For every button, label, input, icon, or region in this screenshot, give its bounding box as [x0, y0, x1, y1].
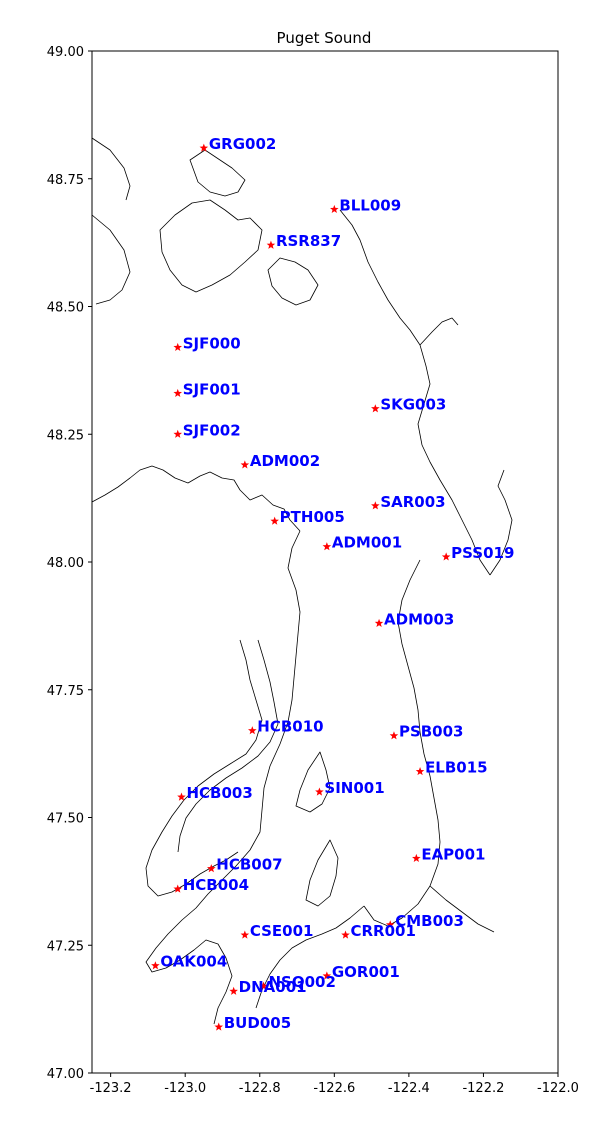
station-marker: [173, 884, 183, 893]
y-tick-label: 48.50: [47, 301, 84, 316]
coastline-outline: [91, 137, 513, 1025]
station-marker: [207, 864, 216, 873]
station-label: RSR837: [276, 232, 341, 250]
station-label: SJF000: [183, 334, 241, 352]
station-marker: [412, 853, 421, 863]
plot-frame: [91, 50, 559, 1074]
station-label: PSS019: [451, 544, 514, 562]
station-label: GRG002: [209, 135, 277, 153]
station-marker: [177, 792, 186, 801]
station-label: OAK004: [160, 953, 227, 971]
station-label: ADM001: [332, 534, 402, 552]
y-tick-label: 47.75: [47, 684, 84, 699]
station-marker: [322, 542, 332, 551]
station-label: HCB003: [186, 784, 252, 802]
station-labels: GRG002 BLL009 RSR837 SJF000 SJF001 SJF002 SKG0…: [160, 135, 514, 1032]
station-marker: [173, 388, 183, 398]
station-label: PTH005: [280, 508, 345, 526]
station-marker: [341, 930, 350, 939]
x-tick-label: -123.2: [90, 1081, 132, 1096]
y-tick-label: 47.00: [47, 1067, 84, 1082]
station-marker: [385, 920, 395, 929]
station-markers: [151, 143, 451, 1031]
x-tick-label: -122.6: [313, 1081, 355, 1096]
y-tick-label: 47.25: [47, 939, 84, 954]
y-tick-label: 48.00: [47, 556, 84, 571]
station-label: NSQ002: [268, 973, 335, 991]
station-label: HCB007: [216, 856, 282, 874]
station-marker: [259, 981, 268, 990]
x-tick-label: -122.0: [537, 1081, 579, 1096]
station-label: BUD005: [224, 1014, 291, 1032]
station-marker: [330, 204, 339, 214]
x-tick-label: -122.2: [462, 1081, 504, 1096]
station-label: SIN001: [324, 779, 384, 797]
station-marker: [371, 501, 380, 510]
station-marker: [214, 1022, 224, 1031]
station-marker: [415, 767, 425, 776]
y-axis-ticks: 47.00 47.25 47.50 47.75 48.00 48.25 48.50 48.75…: [47, 45, 92, 1082]
station-label: ADM002: [250, 452, 320, 470]
station-label: PSB003: [399, 723, 464, 741]
chart-title: Puget Sound: [277, 29, 372, 47]
y-tick-label: 47.50: [47, 812, 84, 827]
station-marker: [248, 726, 257, 735]
station-marker: [371, 404, 380, 413]
station-label: ADM003: [384, 610, 454, 628]
station-marker: [229, 986, 238, 995]
station-marker: [315, 787, 324, 796]
station-label: HCB010: [257, 718, 323, 736]
station-marker: [389, 731, 399, 740]
station-label: SJF002: [183, 421, 241, 439]
station-marker: [151, 961, 160, 970]
station-label: CRR001: [351, 922, 416, 940]
x-tick-label: -123.0: [164, 1081, 206, 1096]
station-label: BLL009: [339, 196, 401, 214]
station-label: HCB004: [183, 876, 249, 894]
station-label: EAP001: [421, 845, 485, 863]
station-label: DNA001: [239, 978, 307, 996]
station-label: SJF001: [183, 380, 241, 398]
station-label: ELB015: [425, 759, 488, 777]
station-label: SKG003: [380, 396, 446, 414]
station-label: CMB003: [395, 912, 464, 930]
station-label: CSE001: [250, 922, 314, 940]
y-tick-label: 48.75: [47, 173, 84, 188]
station-marker: [266, 240, 276, 249]
x-axis-ticks: -123.2 -123.0 -122.8 -122.6 -122.4 -122.2 -122…: [90, 1073, 579, 1096]
station-marker: [240, 930, 250, 939]
station-marker: [374, 618, 384, 627]
station-marker: [322, 971, 332, 980]
y-tick-label: 49.00: [47, 45, 84, 60]
y-tick-label: 48.25: [47, 428, 84, 443]
station-marker: [199, 143, 209, 152]
station-marker: [173, 342, 183, 352]
station-label: SAR003: [380, 493, 445, 511]
station-marker: [270, 516, 279, 525]
station-marker: [240, 460, 250, 469]
x-tick-label: -122.4: [388, 1081, 430, 1096]
station-marker: [173, 429, 183, 438]
station-label: GOR001: [332, 963, 400, 981]
x-tick-label: -122.8: [239, 1081, 281, 1096]
station-marker: [441, 552, 451, 561]
